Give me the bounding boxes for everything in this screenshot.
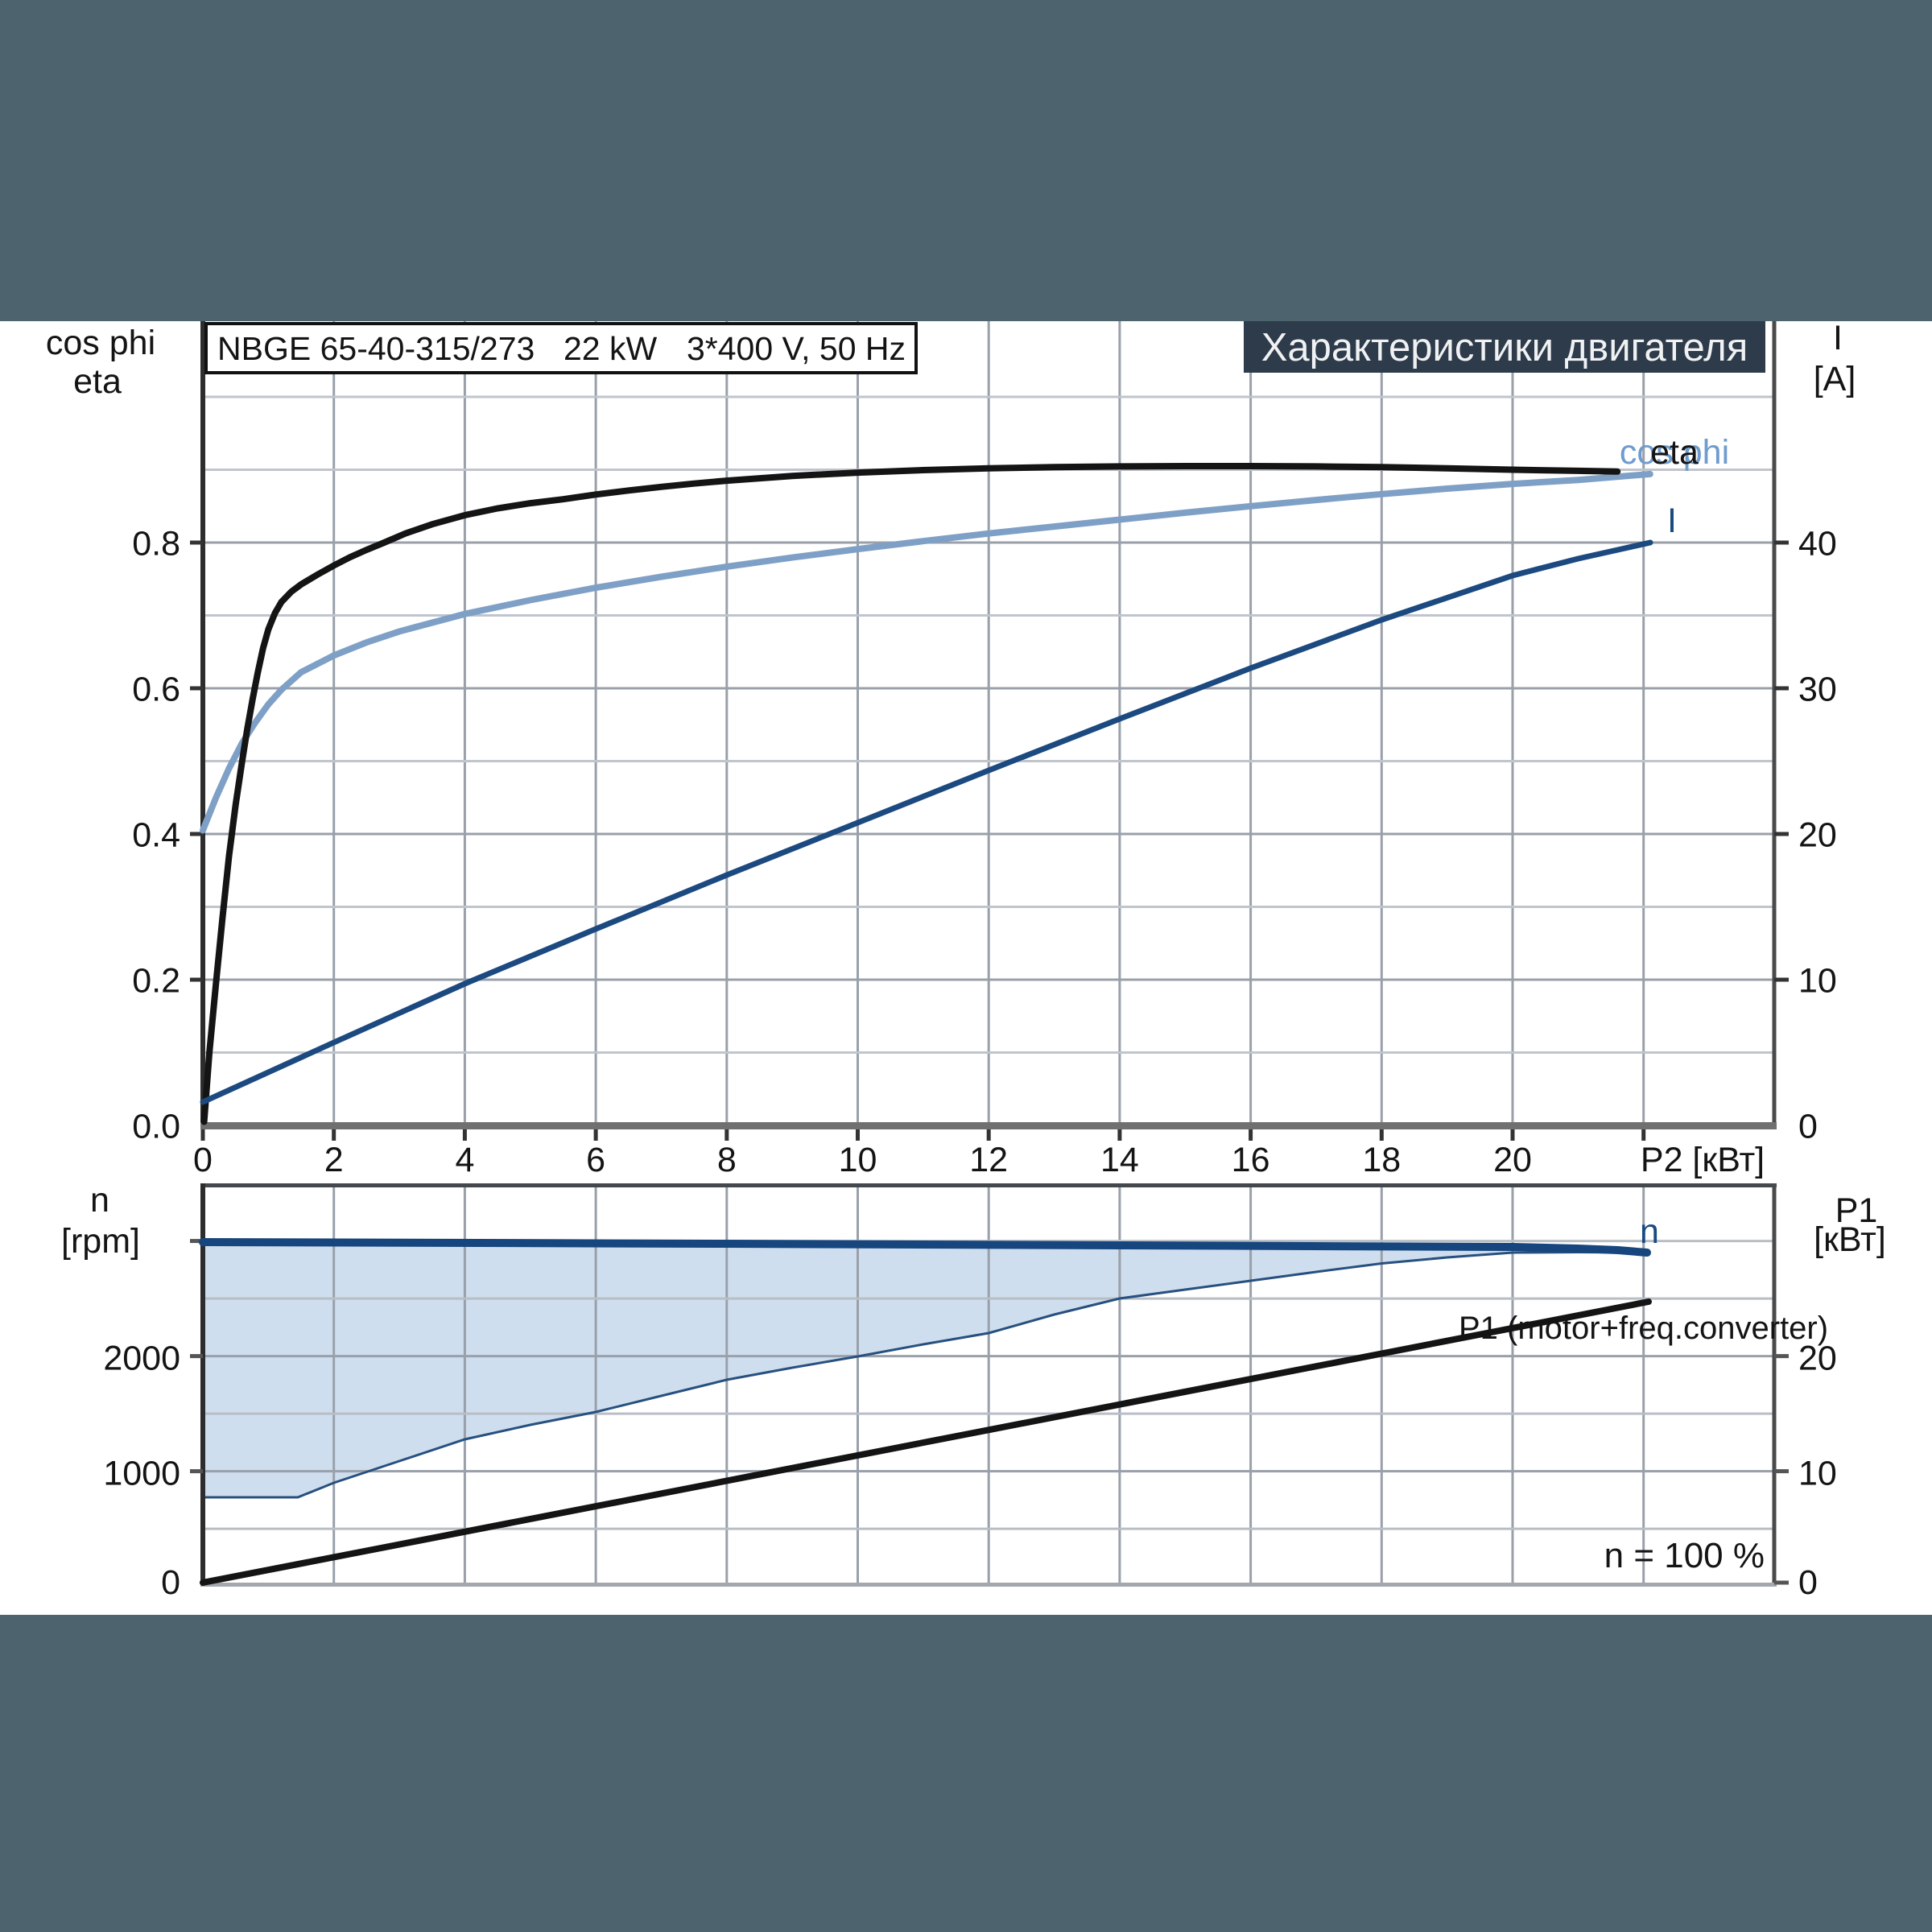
svg-text:cos phi: cos phi [46,324,155,362]
svg-text:0: 0 [193,1141,213,1179]
svg-text:0.0: 0.0 [132,1108,180,1146]
svg-text:P1 (motor+freq.converter): P1 (motor+freq.converter) [1459,1311,1828,1346]
svg-text:[rpm]: [rpm] [61,1222,140,1261]
svg-text:10: 10 [1798,1455,1837,1493]
svg-text:10: 10 [839,1141,877,1179]
svg-text:18: 18 [1362,1141,1401,1179]
svg-text:[A]: [A] [1814,360,1856,398]
svg-text:14: 14 [1100,1141,1139,1179]
svg-text:2: 2 [324,1141,344,1179]
svg-text:I: I [1667,502,1677,540]
svg-text:0: 0 [161,1563,180,1602]
svg-text:Характеристики двигателя: Характеристики двигателя [1261,326,1748,369]
svg-text:30: 30 [1798,671,1837,709]
svg-text:0.4: 0.4 [132,816,180,855]
svg-text:n = 100 %: n = 100 % [1604,1536,1765,1575]
svg-text:4: 4 [455,1141,474,1179]
svg-text:0.6: 0.6 [132,671,180,709]
svg-text:0: 0 [1798,1108,1818,1146]
svg-text:[кВт]: [кВт] [1814,1220,1886,1259]
svg-text:12: 12 [969,1141,1008,1179]
svg-text:20: 20 [1798,816,1837,855]
svg-text:eta: eta [1650,433,1699,472]
svg-text:40: 40 [1798,525,1837,564]
svg-text:2000: 2000 [103,1340,180,1378]
svg-text:8: 8 [717,1141,737,1179]
svg-text:16: 16 [1232,1141,1270,1179]
svg-text:20: 20 [1493,1141,1532,1179]
svg-text:P1: P1 [1835,1191,1878,1230]
svg-text:10: 10 [1798,962,1837,1001]
svg-text:0.2: 0.2 [132,962,180,1001]
svg-text:1000: 1000 [103,1455,180,1493]
svg-text:0.8: 0.8 [132,525,180,564]
svg-text:6: 6 [586,1141,605,1179]
svg-text:20: 20 [1798,1340,1837,1378]
svg-text:I: I [1833,319,1843,357]
svg-text:P2 [кВт]: P2 [кВт] [1641,1141,1765,1179]
svg-text:eta: eta [73,362,122,401]
svg-text:cos phi: cos phi [1620,433,1729,472]
svg-text:n: n [1640,1212,1659,1251]
svg-text:0: 0 [1798,1563,1818,1602]
svg-text:n: n [90,1181,109,1220]
